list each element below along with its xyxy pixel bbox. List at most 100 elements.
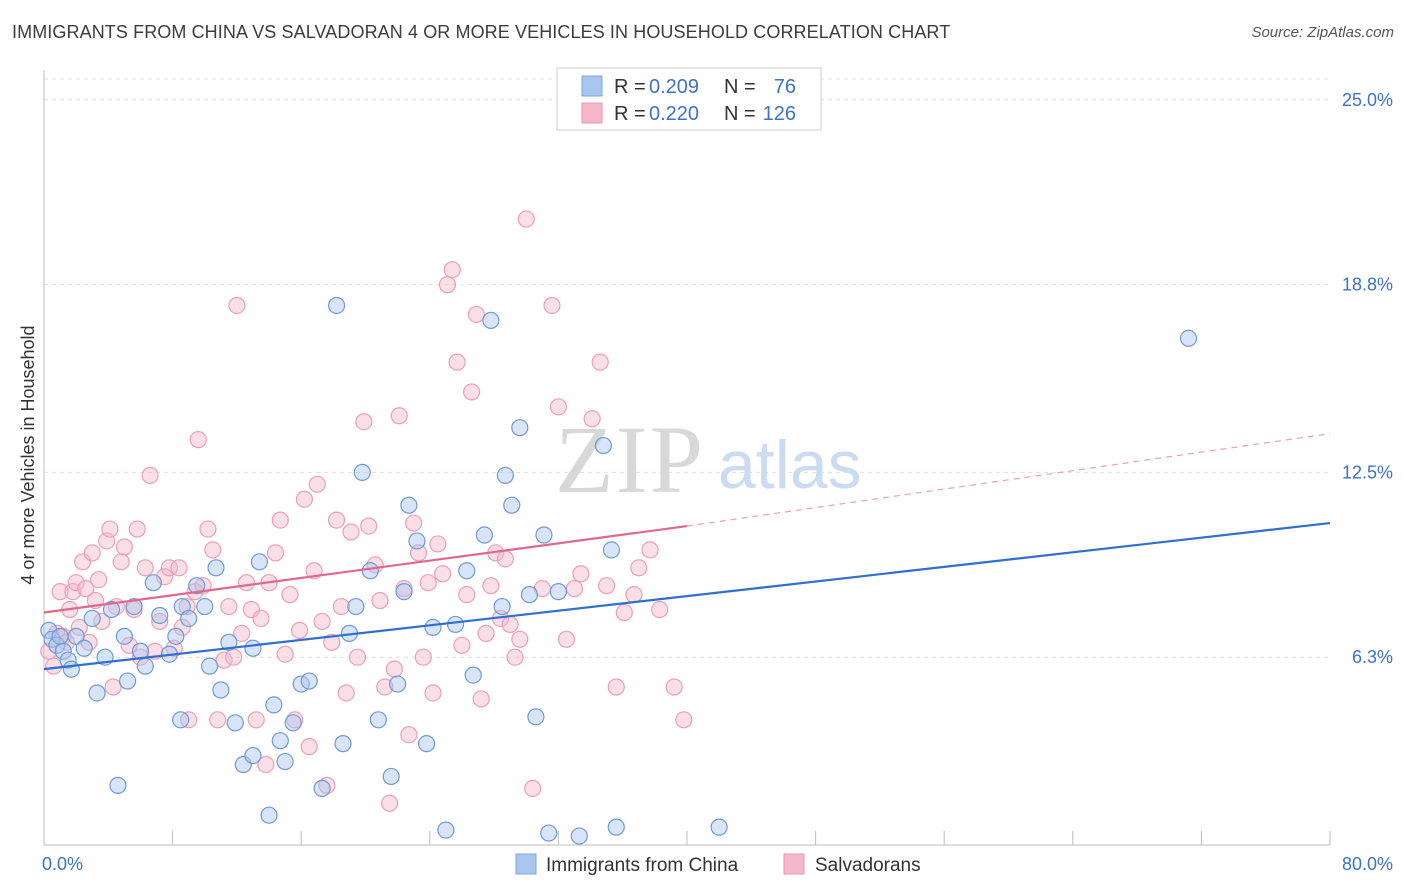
salvadorans-point: [112, 553, 130, 571]
salvadorans-point: [290, 621, 309, 639]
china-point: [400, 496, 418, 514]
china-point: [602, 541, 621, 559]
salvadorans-point: [675, 711, 693, 729]
china-point: [511, 419, 529, 437]
watermark-zip: ZIP: [555, 406, 705, 513]
china-point: [540, 824, 558, 842]
salvadorans-point: [318, 776, 336, 794]
salvadorans-point: [220, 597, 238, 616]
salvadorans-point: [286, 711, 304, 729]
china-point: [458, 562, 476, 580]
salvadorans-point: [429, 535, 447, 553]
salvadorans-point: [70, 618, 88, 637]
salvadorans-point: [524, 779, 542, 797]
salvadorans-point: [453, 636, 471, 654]
salvadorans-point: [511, 630, 529, 648]
salvadorans-point: [90, 571, 108, 589]
gridlines: [44, 78, 1330, 658]
china-point: [180, 609, 198, 628]
china-point: [83, 609, 101, 628]
salvadorans-point: [348, 648, 367, 666]
watermark: ZIP atlas: [555, 406, 862, 513]
salvadorans-point: [173, 618, 191, 637]
salvadorans-point: [237, 574, 256, 592]
salvadorans-point: [266, 544, 285, 562]
salvadorans-point: [615, 603, 633, 622]
china-trend-line: [43, 521, 1331, 671]
china-point: [607, 818, 625, 836]
china-point: [59, 651, 77, 669]
china-point: [482, 311, 500, 329]
salvadorans-point: [170, 559, 188, 577]
salvadorans-point: [51, 583, 69, 601]
china-point: [284, 714, 302, 732]
salvadorans-point: [295, 490, 314, 508]
salvadorans-point: [300, 738, 318, 756]
salvadorans-point: [549, 398, 568, 416]
salvadorans-point: [543, 296, 561, 315]
china-point: [464, 666, 482, 684]
legend-r-value: 0.209: [649, 76, 699, 98]
salvadorans-point: [355, 413, 373, 431]
china-point: [244, 746, 262, 765]
y-tick-labels: 6.3% 12.5% 18.8% 25.0%: [1342, 90, 1393, 667]
legend-n-label: N =: [724, 76, 756, 98]
salvadorans-point: [228, 296, 246, 315]
china-point: [67, 627, 85, 645]
salvadorans-point: [501, 615, 519, 634]
china-point: [125, 597, 143, 616]
salvadorans-point: [565, 580, 584, 598]
salvadorans-point: [424, 684, 442, 702]
top-legend: R = 0.209 N = 76 R = 0.220 N = 126: [556, 67, 822, 131]
china-point: [244, 639, 262, 657]
salvadorans-point: [57, 633, 76, 651]
salvadorans-point: [247, 711, 265, 729]
china-point: [535, 526, 553, 544]
china-point: [424, 618, 442, 637]
legend-n-value: 126: [763, 103, 796, 125]
legend-n-label: N =: [724, 103, 756, 125]
salvadorans-point: [104, 678, 122, 696]
salvadorans-point: [323, 633, 341, 651]
salvadorans-point: [482, 577, 500, 595]
china-point: [475, 526, 494, 544]
salvadorans-point: [625, 586, 643, 604]
y-tick-label: 25.0%: [1342, 90, 1393, 110]
china-point: [496, 466, 514, 484]
source-credit: Source: ZipAtlas.com: [1251, 24, 1394, 41]
china-point: [220, 633, 238, 651]
bottom-legend: Immigrants from China Salvadorans: [515, 853, 921, 876]
salvadorans-point: [448, 353, 466, 371]
legend-swatch-blue: [581, 75, 603, 97]
salvadorans-trend-extension: [686, 433, 1331, 527]
china-point: [353, 463, 371, 482]
china-point: [260, 806, 278, 824]
salvadorans-point: [67, 574, 85, 592]
china-point: [347, 597, 365, 616]
china-point: [382, 767, 400, 786]
china-point: [369, 711, 387, 729]
salvadorans-point: [64, 583, 82, 601]
salvadorans-point: [45, 657, 63, 675]
china-point: [188, 577, 206, 595]
salvadorans-point: [443, 261, 461, 279]
china-point: [527, 708, 545, 726]
salvadorans-point: [342, 523, 360, 541]
china-point: [51, 627, 69, 645]
salvadorans-point: [276, 645, 294, 663]
salvadorans-point: [467, 305, 486, 324]
legend-n-value: 76: [774, 76, 796, 98]
china-point: [151, 606, 169, 625]
bottom-legend-swatch-china: [515, 853, 537, 875]
china-point: [136, 657, 154, 675]
salvadorans-point: [641, 541, 659, 559]
salvadorans-point: [591, 353, 609, 371]
salvadorans-points: [40, 210, 693, 812]
salvadorans-point: [225, 648, 243, 666]
chart-title: IMMIGRANTS FROM CHINA VS SALVADORAN 4 OR…: [12, 22, 951, 42]
salvadorans-point: [115, 538, 133, 556]
salvadorans-point: [233, 624, 251, 642]
salvadorans-point: [400, 726, 418, 744]
china-point: [389, 675, 407, 693]
